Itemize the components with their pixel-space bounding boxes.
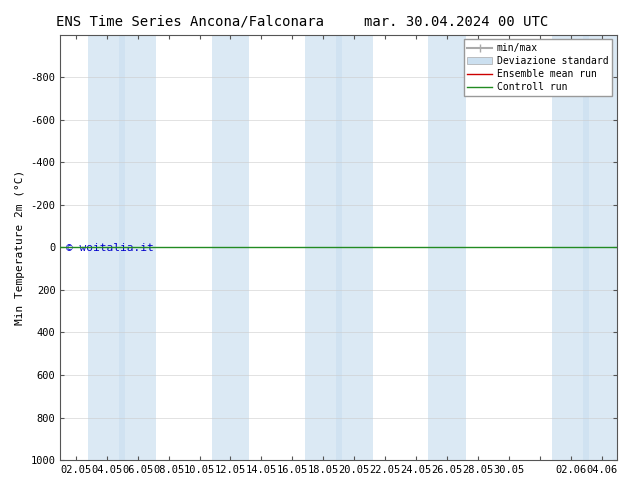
Bar xyxy=(119,35,156,460)
Bar xyxy=(212,35,249,460)
Text: © woitalia.it: © woitalia.it xyxy=(66,243,153,253)
Text: ENS Time Series Ancona/Falconara: ENS Time Series Ancona/Falconara xyxy=(56,15,324,29)
Legend: min/max, Deviazione standard, Ensemble mean run, Controll run: min/max, Deviazione standard, Ensemble m… xyxy=(463,40,612,96)
Bar xyxy=(583,35,620,460)
Bar xyxy=(335,35,373,460)
Text: mar. 30.04.2024 00 UTC: mar. 30.04.2024 00 UTC xyxy=(365,15,548,29)
Bar xyxy=(429,35,465,460)
Bar xyxy=(552,35,589,460)
Bar xyxy=(305,35,342,460)
Bar xyxy=(88,35,126,460)
Y-axis label: Min Temperature 2m (°C): Min Temperature 2m (°C) xyxy=(15,170,25,325)
